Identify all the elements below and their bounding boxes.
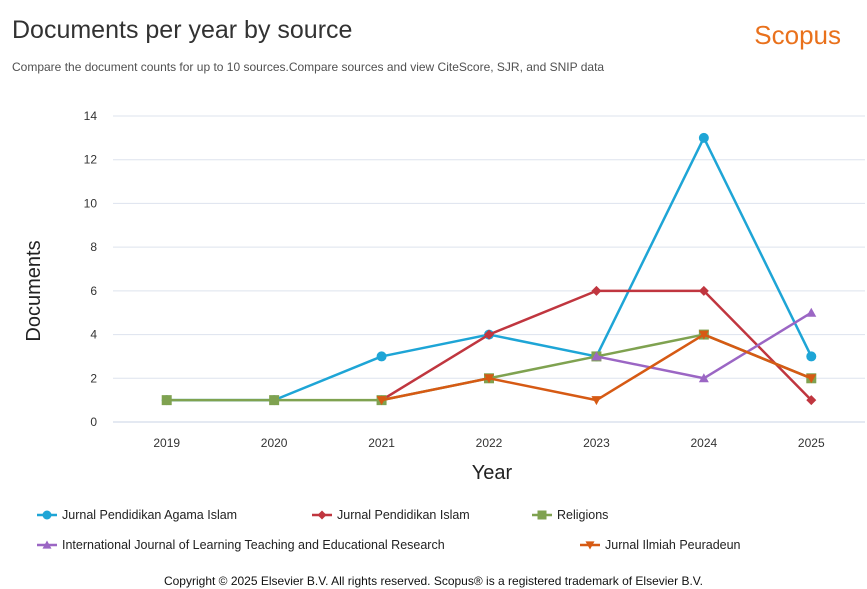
- y-tick-label: 10: [84, 196, 98, 210]
- legend-label: Jurnal Pendidikan Islam: [337, 508, 470, 522]
- x-tick-label: 2019: [153, 436, 180, 450]
- data-point[interactable]: [591, 285, 602, 296]
- x-tick-label: 2022: [476, 436, 503, 450]
- x-tick-label: 2020: [261, 436, 288, 450]
- data-point[interactable]: [484, 329, 494, 340]
- y-tick-labels: 0 2 4 6 8 10 12 14: [84, 109, 98, 429]
- chart-subtitle: Compare the document counts for up to 10…: [12, 60, 605, 74]
- x-tick-label: 2024: [691, 436, 718, 450]
- series-4: [591, 307, 817, 383]
- y-tick-label: 12: [84, 153, 98, 167]
- data-point[interactable]: [376, 351, 387, 362]
- data-point[interactable]: [269, 395, 280, 406]
- chart-title: Documents per year by source: [12, 16, 353, 44]
- series-line: [380, 289, 813, 402]
- series-line: [166, 136, 813, 402]
- legend-label: Religions: [557, 508, 609, 522]
- legend-swatch-icon: [580, 541, 600, 550]
- data-point[interactable]: [161, 395, 172, 406]
- y-tick-label: 2: [90, 371, 97, 385]
- x-tick-labels: 2019 2020 2021 2022 2023 2024 2025: [153, 436, 825, 450]
- copyright-notice: Copyright © 2025 Elsevier B.V. All right…: [163, 574, 704, 588]
- data-point[interactable]: [698, 132, 709, 143]
- legend-item[interactable]: Jurnal Ilmiah Peuradeun: [579, 538, 741, 552]
- data-point[interactable]: [591, 351, 602, 361]
- scopus-logo[interactable]: Scopus: [754, 20, 841, 50]
- data-point[interactable]: [484, 374, 494, 384]
- data-point[interactable]: [806, 395, 817, 406]
- series-line: [166, 333, 812, 402]
- data-point[interactable]: [376, 396, 387, 406]
- legend-swatch-icon: [532, 510, 552, 520]
- legend-label: Jurnal Ilmiah Peuradeun: [605, 538, 741, 552]
- legend-swatch-icon: [37, 510, 57, 520]
- data-point[interactable]: [806, 351, 817, 362]
- data-point[interactable]: [698, 330, 709, 340]
- legend-item[interactable]: International Journal of Learning Teachi…: [36, 538, 445, 552]
- line-chart: 0 2 4 6 8 10 12 14 2019 2020 2021 2022 2023 2024 2025…: [23, 109, 865, 484]
- series-1: [161, 132, 817, 406]
- legend-item[interactable]: Jurnal Pendidikan Islam: [311, 508, 470, 522]
- y-axis-title: Documents: [23, 240, 45, 341]
- legend-item[interactable]: Jurnal Pendidikan Agama Islam: [36, 508, 237, 522]
- y-tick-label: 8: [90, 240, 97, 254]
- data-point[interactable]: [698, 285, 709, 296]
- data-point[interactable]: [591, 396, 602, 406]
- y-tick-label: 14: [84, 109, 98, 123]
- x-tick-label: 2021: [368, 436, 395, 450]
- x-tick-label: 2023: [583, 436, 610, 450]
- legend-label: Jurnal Pendidikan Agama Islam: [62, 508, 238, 522]
- series-5: [376, 330, 817, 406]
- data-point[interactable]: [698, 373, 709, 383]
- x-tick-label: 2025: [798, 436, 825, 450]
- x-axis-title: Year: [472, 462, 513, 484]
- chart-legend: Jurnal Pendidikan Agama Islam Jurnal Pend…: [36, 508, 856, 570]
- legend-swatch-icon: [312, 510, 332, 520]
- data-point[interactable]: [806, 307, 817, 317]
- legend-swatch-icon: [37, 540, 57, 549]
- y-tick-label: 0: [90, 415, 97, 429]
- series-group: [161, 132, 817, 406]
- y-tick-label: 4: [90, 328, 97, 342]
- y-tick-label: 6: [90, 284, 97, 298]
- data-point[interactable]: [806, 374, 817, 384]
- legend-item[interactable]: Religions: [531, 508, 608, 522]
- legend-label: International Journal of Learning Teachi…: [62, 538, 445, 552]
